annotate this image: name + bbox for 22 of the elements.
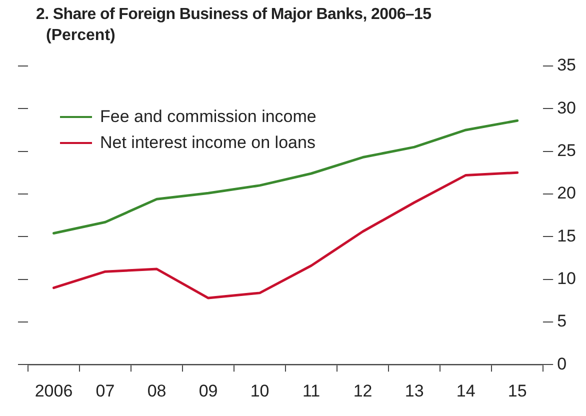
legend-label: Fee and commission income — [100, 107, 316, 127]
x-tick-label: 11 — [302, 381, 320, 400]
x-tick-label: 14 — [456, 381, 476, 400]
y-tick-label: 20 — [557, 184, 576, 203]
y-tick-label: 30 — [557, 98, 576, 118]
chart-subtitle: (Percent) — [46, 27, 116, 45]
x-tick-label: 08 — [147, 381, 166, 400]
y-tick-label: 0 — [557, 354, 567, 374]
x-tick-label: 13 — [404, 381, 424, 400]
y-tick-label: 5 — [557, 312, 567, 331]
x-tick-label: 07 — [96, 381, 115, 400]
x-tick-label: 15 — [508, 381, 527, 400]
y-tick-label: 10 — [557, 268, 576, 288]
y-tick-label: 35 — [557, 56, 576, 75]
x-tick-label: 2006 — [34, 381, 73, 400]
x-tick-label: 12 — [353, 381, 372, 400]
y-tick-label: 15 — [557, 226, 576, 246]
x-tick-label: 10 — [250, 381, 270, 400]
chart-title: 2. Share of Foreign Business of Major Banks, 2006–15 — [36, 6, 432, 24]
legend-label: Net interest income on loans — [100, 133, 316, 153]
x-tick-label: 09 — [198, 381, 218, 400]
y-tick-label: 25 — [557, 141, 576, 160]
